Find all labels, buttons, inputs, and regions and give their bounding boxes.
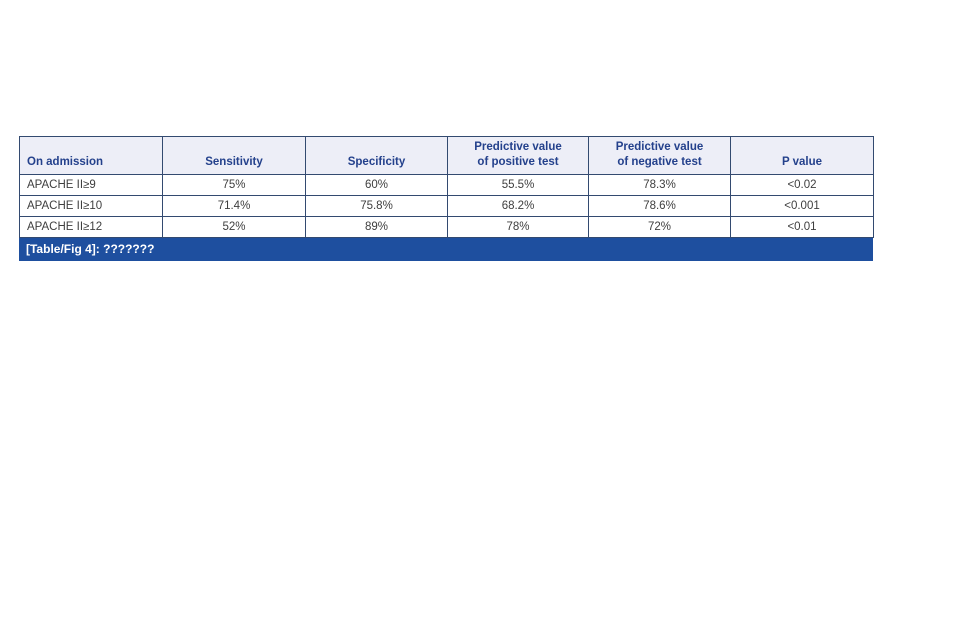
cell-p-value: <0.001 xyxy=(730,195,874,217)
cell-sensitivity: 71.4% xyxy=(162,195,306,217)
cell-specificity: 60% xyxy=(305,174,448,196)
table-row: APACHE II≥12 52% 89% 78% 72% <0.01 xyxy=(19,216,874,238)
column-header-sensitivity: Sensitivity xyxy=(162,136,306,175)
cell-p-value: <0.02 xyxy=(730,174,874,196)
column-header-p-value: P value xyxy=(730,136,874,175)
cell-sensitivity: 75% xyxy=(162,174,306,196)
apache-ii-results-table-figure: On admission Sensitivity Specificity Pre… xyxy=(19,136,874,261)
results-table: On admission Sensitivity Specificity Pre… xyxy=(19,136,874,238)
cell-npv: 78.6% xyxy=(588,195,731,217)
cell-p-value: <0.01 xyxy=(730,216,874,238)
header-row: On admission Sensitivity Specificity Pre… xyxy=(19,136,874,175)
column-header-on-admission: On admission xyxy=(19,136,163,175)
cell-npv: 78.3% xyxy=(588,174,731,196)
cell-row-label: APACHE II≥9 xyxy=(19,174,163,196)
table-row: APACHE II≥9 75% 60% 55.5% 78.3% <0.02 xyxy=(19,174,874,196)
table-row: APACHE II≥10 71.4% 75.8% 68.2% 78.6% <0.… xyxy=(19,195,874,217)
table-caption: [Table/Fig 4]: ??????? xyxy=(19,238,873,261)
cell-specificity: 75.8% xyxy=(305,195,448,217)
cell-specificity: 89% xyxy=(305,216,448,238)
cell-row-label: APACHE II≥12 xyxy=(19,216,163,238)
column-header-specificity: Specificity xyxy=(305,136,448,175)
cell-ppv: 68.2% xyxy=(447,195,589,217)
column-header-ppv: Predictive value of positive test xyxy=(447,136,589,175)
cell-row-label: APACHE II≥10 xyxy=(19,195,163,217)
cell-sensitivity: 52% xyxy=(162,216,306,238)
cell-ppv: 78% xyxy=(447,216,589,238)
cell-ppv: 55.5% xyxy=(447,174,589,196)
column-header-npv: Predictive value of negative test xyxy=(588,136,731,175)
cell-npv: 72% xyxy=(588,216,731,238)
